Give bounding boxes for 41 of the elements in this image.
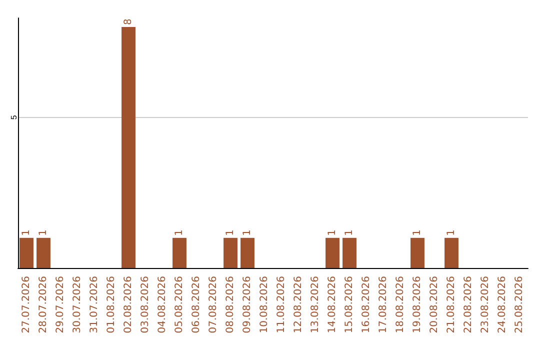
x-tick-label: 13.08.2026 [310, 276, 321, 334]
x-tick-label: 28.07.2026 [38, 276, 49, 334]
data-label: 1 [21, 230, 32, 236]
x-tick-label: 24.08.2026 [497, 276, 508, 334]
x-tick-label: 27.07.2026 [21, 276, 32, 334]
x-tick-label: 12.08.2026 [293, 276, 304, 334]
x-tick-label: 14.08.2026 [327, 276, 338, 334]
data-label: 1 [242, 230, 253, 236]
data-label: 1 [327, 230, 338, 236]
data-label: 1 [225, 230, 236, 236]
x-tick-label: 30.07.2026 [72, 276, 83, 334]
x-tick-label: 29.07.2026 [55, 276, 66, 334]
x-tick-label: 02.08.2026 [123, 276, 134, 334]
x-tick-label: 03.08.2026 [140, 276, 151, 334]
x-tick-label: 21.08.2026 [446, 276, 457, 334]
x-tick-label: 20.08.2026 [429, 276, 440, 334]
x-tick-label: 09.08.2026 [242, 276, 253, 334]
x-tick-label: 22.08.2026 [463, 276, 474, 334]
x-tick-label: 18.08.2026 [395, 276, 406, 334]
x-tick-label: 05.08.2026 [174, 276, 185, 334]
x-tick-label: 11.08.2026 [276, 276, 287, 334]
data-label: 1 [412, 230, 423, 236]
x-tick-label: 19.08.2026 [412, 276, 423, 334]
x-tick-label: 16.08.2026 [361, 276, 372, 334]
data-label: 1 [174, 230, 185, 236]
x-tick-label: 08.08.2026 [225, 276, 236, 334]
data-label: 1 [446, 230, 457, 236]
data-label: 1 [38, 230, 49, 236]
x-tick-label: 10.08.2026 [259, 276, 270, 334]
x-tick-label: 31.07.2026 [89, 276, 100, 334]
y-tick-label: 5 [10, 114, 18, 120]
x-tick-label: 23.08.2026 [480, 276, 491, 334]
x-tick-label: 25.08.2026 [514, 276, 525, 334]
x-tick-label: 04.08.2026 [157, 276, 168, 334]
x-tick-label: 07.08.2026 [208, 276, 219, 334]
data-label: 1 [344, 230, 355, 236]
x-tick-label: 15.08.2026 [344, 276, 355, 334]
x-tick-label: 01.08.2026 [106, 276, 117, 334]
x-tick-label: 06.08.2026 [191, 276, 202, 334]
x-tick-label: 17.08.2026 [378, 276, 389, 334]
data-label: 8 [123, 18, 134, 26]
